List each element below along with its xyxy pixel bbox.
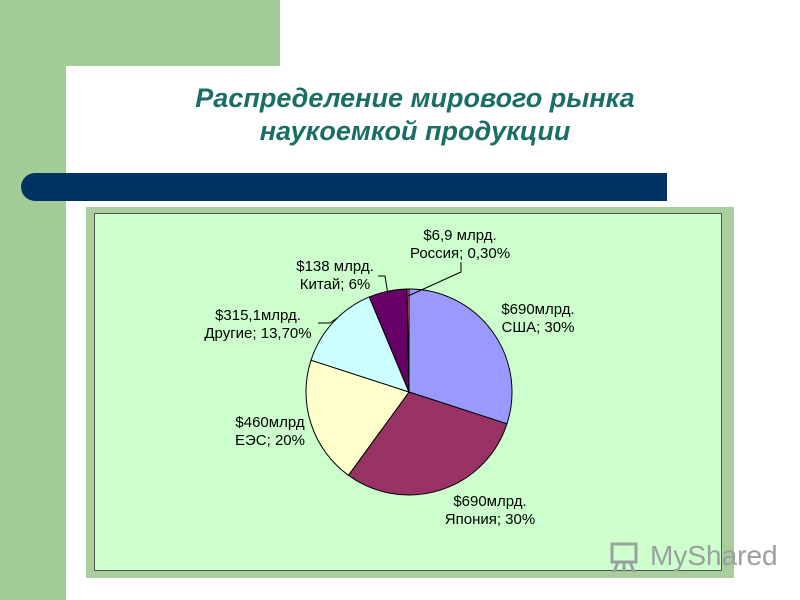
leader-line-china (378, 275, 389, 296)
data-label-usa: $690млрд. США; 30% (501, 301, 574, 336)
slide-title-line1: Распределение мирового рынка (195, 83, 635, 113)
data-label-russia: $6,9 млрд. Россия; 0,30% (410, 227, 510, 262)
pie-slice-usa (408, 288, 513, 425)
slide-title: Распределение мирового рынка наукоемкой … (120, 82, 710, 148)
watermark-logo-icon (610, 542, 638, 573)
slide-title-line2: наукоемкой продукции (259, 116, 571, 146)
pie-slice-eu (305, 359, 410, 477)
top-green-band (0, 0, 280, 66)
title-underline-bar (21, 173, 667, 201)
rounded-corner (66, 66, 146, 146)
pie-slice-russia (406, 288, 410, 393)
watermark-text: MyShared (650, 540, 778, 571)
data-label-other: $315,1млрд. Другие; 13,70% (204, 307, 311, 342)
data-label-china: $138 млрд. Китай; 6% (296, 258, 374, 293)
data-label-japan: $690млрд. Япония; 30% (445, 493, 535, 528)
data-label-eu: $460млрд ЕЭС; 20% (235, 414, 305, 449)
leader-line-russia (407, 262, 462, 297)
left-green-band (0, 0, 66, 600)
pie-slice-other (310, 296, 410, 393)
pie-slice-japan (347, 391, 508, 496)
leader-line-other (318, 317, 338, 324)
